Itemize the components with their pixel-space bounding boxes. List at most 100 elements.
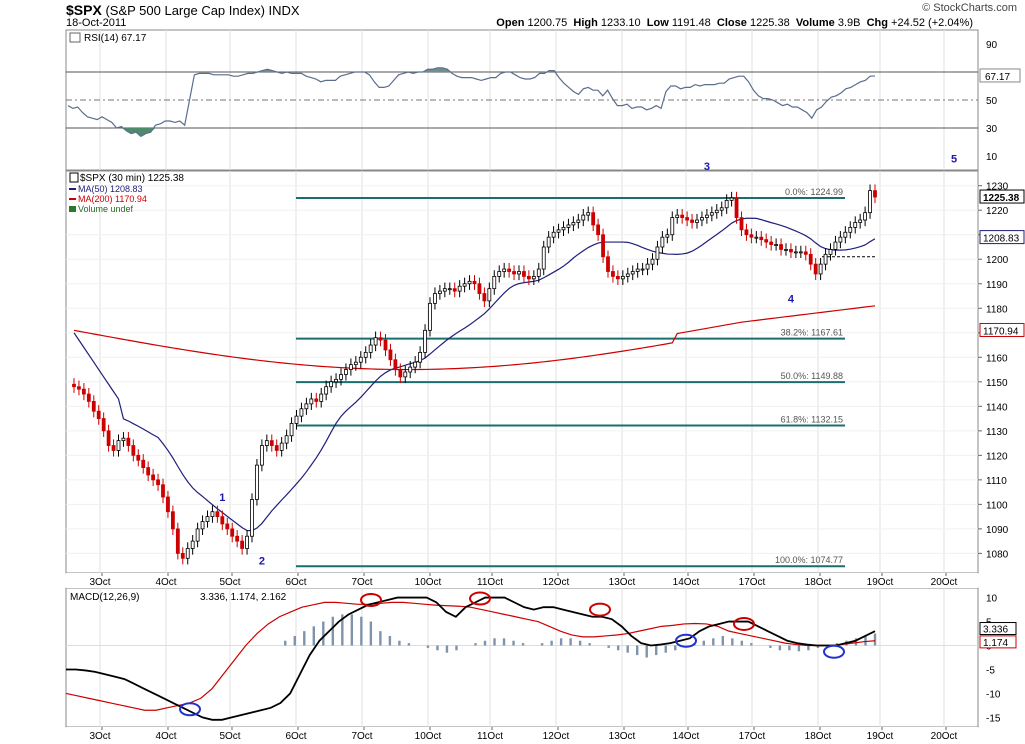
x-tick-label: 3Oct	[89, 731, 110, 742]
x-tick-label: 5Oct	[219, 731, 240, 742]
candle-body	[131, 445, 136, 456]
candle-body	[200, 521, 205, 530]
candle-body	[759, 236, 764, 241]
price-tick-label: 1180	[986, 304, 1008, 315]
candle-body	[823, 253, 828, 265]
macd-histogram-bar	[407, 643, 411, 646]
candle-body	[571, 222, 576, 226]
macd-histogram-bar	[512, 640, 515, 646]
macd-histogram-bar	[322, 621, 325, 646]
ma200-line	[73, 305, 876, 371]
macd-x-axis	[66, 727, 978, 744]
macd-value-tag	[979, 622, 1017, 636]
candle-body	[106, 430, 111, 446]
candle-body	[482, 293, 487, 302]
candle-body	[294, 415, 299, 424]
x-tick-label: 17Oct	[739, 731, 766, 742]
candle-body	[744, 229, 749, 236]
quote-summary: Open 1200.75 High 1233.10 Low 1191.48 Cl…	[496, 17, 973, 29]
candle-body	[863, 212, 868, 221]
macd-histogram-bar	[778, 645, 782, 651]
ma200-legend-label: MA(200) 1170.94	[78, 194, 147, 204]
candle-body	[487, 288, 492, 302]
candle-body	[358, 356, 363, 363]
candle-body	[344, 369, 348, 375]
x-tick-label: 14Oct	[673, 731, 700, 742]
candle-body	[264, 440, 269, 446]
macd-histogram-bar	[426, 645, 430, 648]
elliott-wave-label: 5	[951, 154, 957, 166]
candle-body	[324, 386, 329, 395]
macd-histogram-bar	[664, 645, 667, 653]
candle-body	[838, 236, 843, 243]
macd-tick-label: 10	[986, 594, 998, 605]
rsi-tick-label: 50	[986, 96, 998, 107]
candle-body	[413, 361, 418, 368]
price-tick-label: 1220	[986, 206, 1009, 217]
candle-body	[146, 467, 151, 476]
price-panel	[65, 170, 979, 574]
candle-body	[729, 197, 734, 201]
candle-body	[497, 271, 502, 277]
candle-body	[116, 440, 121, 451]
macd-histogram-bar	[750, 643, 753, 646]
candle-body	[561, 226, 566, 231]
price-x-axis	[66, 573, 978, 588]
candle-body	[388, 349, 393, 361]
candle-body	[808, 253, 813, 265]
candle-body	[714, 209, 719, 214]
stockcharts-brand[interactable]: © StockCharts.com	[922, 2, 1017, 14]
candle-body	[433, 293, 437, 304]
macd-values-label: 3.336, 1.174, 2.162	[200, 592, 287, 603]
x-tick-label: 11Oct	[477, 577, 503, 588]
candle-body	[660, 236, 665, 248]
candle-body	[774, 244, 779, 246]
candle-body	[502, 268, 507, 272]
x-tick-label: 6Oct	[285, 731, 306, 742]
macd-crossover-circle	[675, 633, 697, 648]
candle-body	[833, 241, 838, 250]
signal-value-text: 1.174	[983, 638, 1008, 649]
candle-body	[843, 231, 848, 238]
fib-level-label: 100.0%: 1074.77	[775, 555, 843, 565]
macd-histogram-bar	[645, 645, 648, 658]
fib-level-label: 61.8%: 1132.15	[781, 415, 843, 425]
macd-histogram-bar	[864, 635, 867, 646]
macd-line	[66, 596, 876, 721]
macd-tick-label: -15	[986, 713, 1001, 724]
x-tick-label: 6Oct	[285, 577, 306, 588]
candle-body	[175, 528, 180, 554]
candle-body	[447, 288, 452, 291]
x-tick-label: 14Oct	[673, 577, 700, 588]
macd-histogram-bar	[578, 640, 582, 646]
candle-body	[739, 217, 744, 231]
rsi-tick-label: 10	[986, 152, 998, 163]
price-tick-label: 1100	[986, 500, 1008, 511]
candle-body	[250, 499, 254, 537]
candle-body	[734, 197, 739, 218]
candle-body	[383, 339, 388, 351]
macd-histogram-bar	[398, 640, 401, 646]
candle-body	[230, 528, 235, 537]
candle-body	[675, 214, 680, 218]
macd-histogram-bar	[455, 645, 458, 651]
macd-title: MACD(12,26,9)	[70, 592, 139, 603]
candle-body	[141, 459, 146, 468]
candle-body	[512, 271, 516, 275]
candle-body	[289, 423, 294, 437]
signal-value-tag	[979, 635, 1017, 649]
candle-body	[166, 496, 170, 513]
candle-body	[348, 364, 353, 370]
candle-body	[522, 271, 526, 277]
rsi-value-tag	[979, 68, 1021, 83]
macd-histogram-bar	[769, 645, 772, 648]
candle-body	[813, 263, 818, 275]
macd-tick-label: -5	[986, 665, 995, 676]
candle-body	[635, 268, 640, 272]
candle-body	[240, 540, 245, 549]
candle-body	[274, 445, 279, 451]
candle-body	[611, 271, 615, 277]
x-tick-label: 17Oct	[739, 577, 766, 588]
price-tick-label: 1200	[986, 255, 1009, 266]
